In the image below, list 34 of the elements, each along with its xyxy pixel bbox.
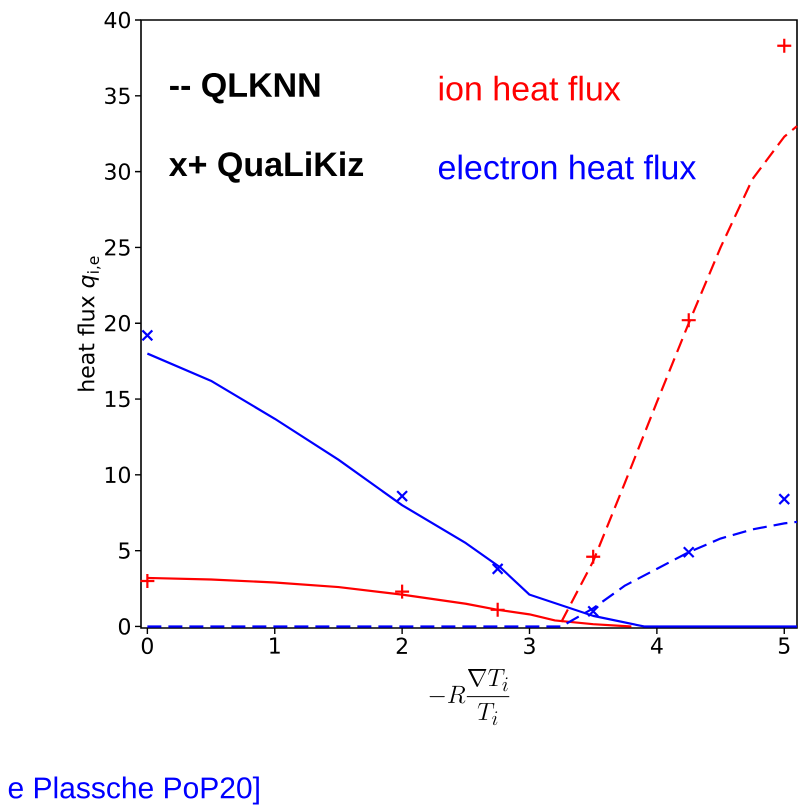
y-tick-label: 40 (104, 12, 130, 28)
annotation: -- QLKNN (170, 73, 320, 104)
text: e Plassche PoP20] (8, 776, 259, 804)
y-tick-label: 10 (106, 466, 130, 484)
point (394, 584, 410, 600)
x-tick-label: 1 (270, 638, 280, 654)
annotation: x+ QuaLiKiz (168, 151, 364, 183)
x-tick-label: 2 (396, 638, 407, 654)
x-tick-label: 3 (524, 638, 535, 654)
point (492, 562, 504, 575)
y-axis-title: heat flux q$_{i,e}$ (78, 256, 101, 391)
y-tick-label: 25 (105, 239, 130, 256)
x-tick-label: 5 (778, 638, 790, 654)
point (682, 546, 695, 558)
y-tick-label: 0 (118, 618, 130, 635)
point (141, 329, 154, 342)
point (139, 572, 156, 590)
y-tick-label: 15 (106, 390, 130, 408)
y-tick-label: 30 (105, 163, 130, 180)
point (776, 38, 792, 54)
y-tick-label: 5 (119, 542, 130, 559)
y-tick-label: 35 (105, 87, 130, 104)
point (585, 548, 602, 565)
x-tick-label: 0 (142, 638, 153, 654)
point (778, 493, 790, 506)
point (490, 602, 506, 618)
y-tick-label: 20 (105, 314, 130, 332)
text: ion heat flux (440, 76, 620, 101)
point (587, 605, 600, 618)
point (680, 312, 697, 328)
text: electron heat flux (438, 154, 696, 180)
x-tick-label: 4 (650, 638, 663, 654)
x-axis-title: $-R\frac{\nabla T_i}{T_i}$ (430, 669, 510, 726)
point (396, 490, 408, 502)
